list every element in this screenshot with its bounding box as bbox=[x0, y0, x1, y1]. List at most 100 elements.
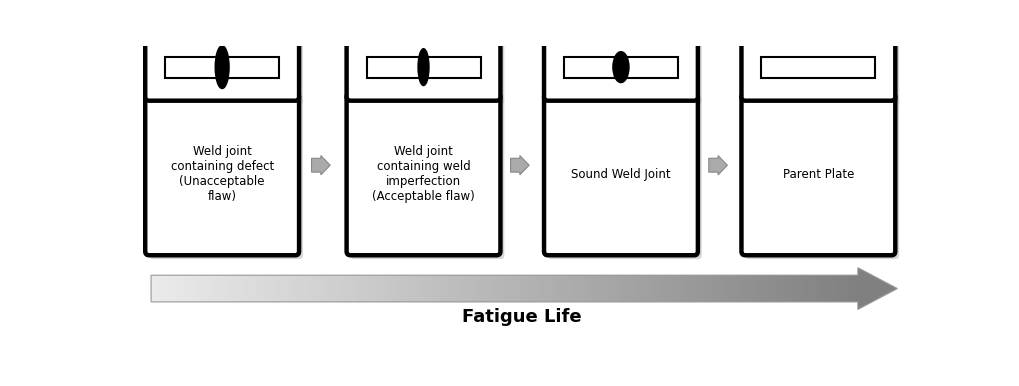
Bar bbox=[655, 275, 660, 302]
FancyBboxPatch shape bbox=[548, 97, 702, 259]
Bar bbox=[386, 275, 391, 302]
Bar bbox=[325, 275, 330, 302]
Bar bbox=[429, 275, 434, 302]
Bar bbox=[354, 275, 359, 302]
Bar bbox=[438, 275, 443, 302]
Bar bbox=[580, 275, 585, 302]
Ellipse shape bbox=[215, 46, 229, 88]
Bar bbox=[646, 275, 650, 302]
Bar bbox=[533, 275, 537, 302]
Bar bbox=[184, 275, 189, 302]
Bar bbox=[472, 275, 476, 302]
Bar bbox=[452, 275, 458, 302]
Bar bbox=[490, 275, 495, 302]
FancyBboxPatch shape bbox=[548, 37, 702, 105]
Bar bbox=[504, 275, 510, 302]
Bar bbox=[156, 275, 160, 302]
Bar bbox=[750, 275, 754, 302]
Bar bbox=[669, 275, 675, 302]
Bar bbox=[476, 275, 481, 302]
FancyArrow shape bbox=[312, 156, 330, 175]
Bar bbox=[377, 275, 382, 302]
Bar bbox=[519, 275, 524, 302]
Bar bbox=[571, 275, 575, 302]
Bar bbox=[339, 275, 344, 302]
Bar bbox=[627, 275, 632, 302]
Bar bbox=[825, 275, 829, 302]
Bar bbox=[321, 275, 325, 302]
Bar bbox=[367, 57, 481, 78]
Bar bbox=[499, 275, 504, 302]
Polygon shape bbox=[858, 267, 898, 310]
Bar bbox=[510, 275, 514, 302]
Bar bbox=[382, 275, 386, 302]
Bar bbox=[235, 275, 240, 302]
Bar bbox=[189, 275, 194, 302]
Bar bbox=[707, 275, 712, 302]
Bar bbox=[226, 275, 231, 302]
Bar bbox=[693, 275, 698, 302]
Bar bbox=[486, 275, 490, 302]
Bar bbox=[566, 275, 571, 302]
Bar bbox=[698, 275, 702, 302]
Bar bbox=[406, 275, 411, 302]
Bar bbox=[551, 275, 556, 302]
Bar bbox=[174, 275, 179, 302]
Bar bbox=[664, 275, 669, 302]
Bar bbox=[151, 275, 156, 302]
Text: Sound Weld Joint: Sound Weld Joint bbox=[571, 168, 671, 181]
Bar bbox=[773, 275, 777, 302]
Bar bbox=[255, 275, 260, 302]
Bar bbox=[564, 57, 678, 78]
Bar bbox=[278, 275, 283, 302]
Bar bbox=[641, 275, 646, 302]
Bar bbox=[811, 275, 815, 302]
Bar bbox=[269, 275, 273, 302]
FancyBboxPatch shape bbox=[742, 93, 896, 255]
Text: Weld joint
containing defect
(Unacceptable
flaw): Weld joint containing defect (Unacceptab… bbox=[170, 145, 274, 203]
FancyBboxPatch shape bbox=[149, 97, 303, 259]
Bar bbox=[344, 275, 348, 302]
Bar bbox=[307, 275, 311, 302]
Text: Fatigue Life: Fatigue Life bbox=[463, 308, 582, 326]
Bar bbox=[561, 275, 566, 302]
Bar bbox=[731, 275, 736, 302]
Bar bbox=[222, 275, 226, 302]
Bar bbox=[316, 275, 321, 302]
Bar bbox=[835, 275, 839, 302]
Bar bbox=[391, 275, 396, 302]
Bar bbox=[599, 275, 603, 302]
Bar bbox=[467, 275, 472, 302]
Bar bbox=[801, 275, 806, 302]
Bar bbox=[702, 275, 707, 302]
Bar bbox=[458, 275, 462, 302]
Bar bbox=[368, 275, 373, 302]
Bar bbox=[524, 275, 528, 302]
Bar bbox=[311, 275, 316, 302]
Bar bbox=[679, 275, 684, 302]
Bar bbox=[203, 275, 208, 302]
Bar bbox=[348, 275, 354, 302]
Bar bbox=[618, 275, 623, 302]
FancyBboxPatch shape bbox=[149, 37, 303, 105]
Bar bbox=[514, 275, 519, 302]
Bar bbox=[632, 275, 637, 302]
Bar bbox=[330, 275, 335, 302]
FancyArrow shape bbox=[511, 156, 529, 175]
FancyArrow shape bbox=[709, 156, 728, 175]
FancyBboxPatch shape bbox=[544, 34, 698, 101]
Bar bbox=[684, 275, 688, 302]
Bar bbox=[820, 275, 825, 302]
FancyBboxPatch shape bbox=[346, 34, 500, 101]
FancyBboxPatch shape bbox=[745, 37, 899, 105]
Bar bbox=[547, 275, 551, 302]
Bar bbox=[165, 275, 170, 302]
Bar bbox=[745, 275, 750, 302]
Bar bbox=[712, 275, 716, 302]
Bar bbox=[246, 275, 250, 302]
FancyBboxPatch shape bbox=[146, 93, 299, 255]
Bar bbox=[420, 275, 424, 302]
Bar bbox=[542, 275, 547, 302]
Bar bbox=[424, 275, 429, 302]
Bar bbox=[849, 275, 853, 302]
